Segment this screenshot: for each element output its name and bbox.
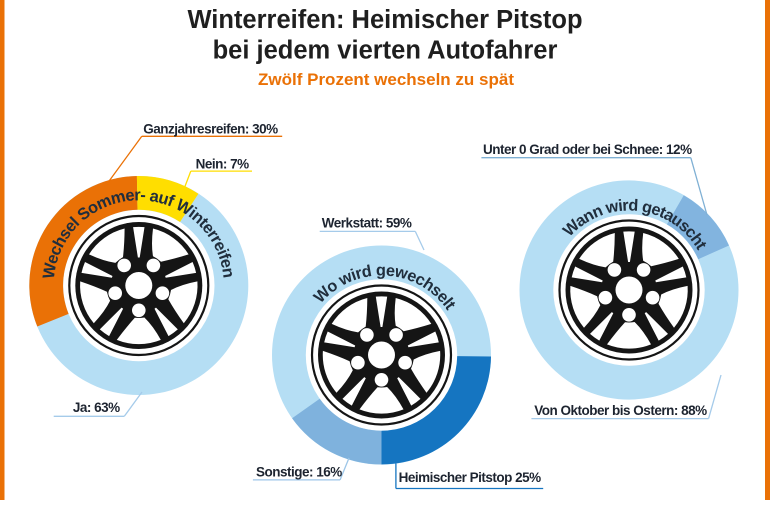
svg-text:bei jedem vierten Autofahrer: bei jedem vierten Autofahrer [213,37,558,65]
svg-text:Winterreifen: Heimischer Pitst: Winterreifen: Heimischer Pitstop [187,6,582,34]
svg-text:Ganzjahresreifen: 30%: Ganzjahresreifen: 30% [143,122,278,137]
svg-text:Werkstatt: 59%: Werkstatt: 59% [322,216,412,231]
svg-text:Zwölf Prozent wechseln zu spät: Zwölf Prozent wechseln zu spät [258,70,514,89]
svg-text:Von Oktober bis Ostern: 88%: Von Oktober bis Ostern: 88% [534,403,707,418]
svg-text:Unter 0 Grad oder bei Schnee:: Unter 0 Grad oder bei Schnee: 12% [483,142,692,157]
svg-text:Nein: 7%: Nein: 7% [196,157,250,172]
svg-text:Heimischer Pitstop 25%: Heimischer Pitstop 25% [399,470,542,485]
svg-text:Ja: 63%: Ja: 63% [73,400,120,415]
svg-text:Sonstige: 16%: Sonstige: 16% [256,464,342,479]
